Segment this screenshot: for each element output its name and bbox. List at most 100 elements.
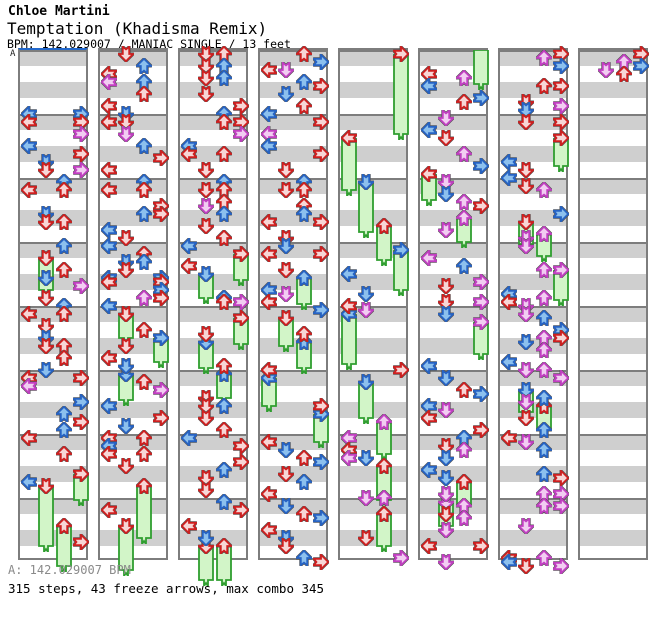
note-arrow-right	[633, 58, 649, 74]
note-arrow-down	[438, 130, 454, 146]
note-arrow-up	[456, 474, 472, 490]
note-arrow-right	[73, 466, 89, 482]
freeze-body-up	[56, 526, 72, 572]
note-arrow-down	[358, 174, 374, 190]
note-arrow-up	[456, 510, 472, 526]
freeze-body-right	[153, 338, 169, 368]
note-arrow-right	[473, 90, 489, 106]
freeze-body-right	[313, 414, 329, 448]
note-arrow-left	[21, 474, 37, 490]
note-arrow-down	[518, 518, 534, 534]
note-arrow-right	[473, 294, 489, 310]
freeze-body-right	[233, 318, 249, 350]
note-arrow-right	[553, 370, 569, 386]
freeze-body-down	[358, 182, 374, 238]
note-arrow-up	[56, 446, 72, 462]
freeze-body-right	[553, 270, 569, 306]
note-arrow-right	[233, 126, 249, 142]
note-arrow-up	[56, 214, 72, 230]
note-arrow-down	[518, 558, 534, 574]
note-arrow-down	[358, 302, 374, 318]
chart-column-7	[498, 46, 569, 574]
note-arrow-left	[261, 434, 277, 450]
note-arrow-up	[56, 182, 72, 198]
freeze-body-up	[216, 546, 232, 586]
chart-column-2	[98, 46, 169, 576]
note-arrow-up	[456, 70, 472, 86]
note-arrow-down	[198, 482, 214, 498]
note-arrow-down	[438, 278, 454, 294]
note-arrow-right	[313, 454, 329, 470]
note-arrow-down	[278, 182, 294, 198]
note-arrow-up	[136, 430, 152, 446]
note-arrow-up	[536, 390, 552, 406]
note-arrow-up	[376, 414, 392, 430]
freeze-body-left	[261, 378, 277, 412]
note-arrow-left	[501, 154, 517, 170]
note-arrow-down	[118, 306, 134, 322]
note-arrow-up	[216, 538, 232, 554]
note-arrow-down	[518, 214, 534, 230]
note-arrow-down	[278, 238, 294, 254]
note-arrow-right	[473, 158, 489, 174]
note-arrow-right	[153, 382, 169, 398]
note-arrow-up	[136, 206, 152, 222]
note-arrow-up	[56, 306, 72, 322]
note-arrow-up	[216, 294, 232, 310]
chart-column-1	[18, 48, 89, 572]
note-arrow-down	[358, 490, 374, 506]
note-arrow-left	[101, 502, 117, 518]
note-arrow-up	[376, 218, 392, 234]
note-arrow-left	[421, 538, 437, 554]
note-arrow-right	[233, 246, 249, 262]
freeze-body-up	[376, 226, 392, 266]
note-arrow-left	[21, 114, 37, 130]
note-arrow-down	[518, 410, 534, 426]
note-arrow-left	[261, 214, 277, 230]
note-arrow-up	[456, 94, 472, 110]
note-arrow-up	[536, 422, 552, 438]
note-arrow-left	[101, 74, 117, 90]
note-arrow-down	[118, 458, 134, 474]
note-arrow-up	[536, 498, 552, 514]
chart-column-6	[418, 48, 489, 570]
note-arrow-up	[536, 442, 552, 458]
note-arrow-right	[553, 470, 569, 486]
note-arrow-down	[198, 70, 214, 86]
note-arrow-left	[101, 114, 117, 130]
note-arrow-down	[278, 310, 294, 326]
note-arrow-down	[38, 214, 54, 230]
note-arrow-down	[38, 162, 54, 178]
note-arrow-right	[153, 206, 169, 222]
note-arrow-down	[358, 286, 374, 302]
note-arrow-up	[216, 398, 232, 414]
note-arrow-down	[278, 466, 294, 482]
note-arrow-down	[118, 338, 134, 354]
note-arrow-up	[616, 66, 632, 82]
note-arrow-up	[136, 374, 152, 390]
note-arrow-down	[278, 286, 294, 302]
note-arrow-left	[261, 138, 277, 154]
note-arrow-right	[313, 246, 329, 262]
note-arrow-up	[216, 230, 232, 246]
note-arrow-right	[233, 310, 249, 326]
note-arrow-left	[101, 162, 117, 178]
note-arrow-up	[136, 58, 152, 74]
note-arrow-left	[101, 274, 117, 290]
note-arrow-left	[261, 62, 277, 78]
freeze-body-up	[136, 486, 152, 544]
note-arrow-up	[456, 194, 472, 210]
note-arrow-down	[278, 262, 294, 278]
note-arrow-down	[118, 418, 134, 434]
note-arrow-down	[438, 470, 454, 486]
note-arrow-left	[101, 398, 117, 414]
note-arrow-up	[536, 466, 552, 482]
note-arrow-right	[313, 398, 329, 414]
note-arrow-down	[38, 270, 54, 286]
note-arrow-right	[313, 114, 329, 130]
note-arrow-down	[518, 434, 534, 450]
note-arrow-left	[341, 450, 357, 466]
note-arrow-up	[296, 270, 312, 286]
note-arrow-right	[73, 126, 89, 142]
note-arrow-right	[553, 262, 569, 278]
